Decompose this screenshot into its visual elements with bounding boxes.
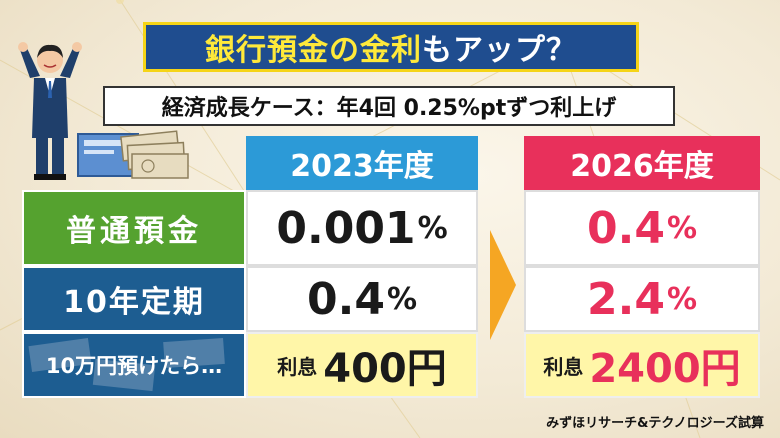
header-2026: 2026年度 <box>524 136 760 190</box>
value-2026-time-deposit: 2.4% <box>524 266 760 332</box>
subtitle: 経済成長ケース：年4回 0.25%ptずつ利上げ <box>161 96 617 121</box>
value-2023-ordinary: 0.001% <box>246 190 478 266</box>
value-2026-interest: 利息 2400円 <box>524 332 760 398</box>
header-2023: 2023年度 <box>246 136 478 190</box>
businessman-illustration <box>18 42 189 180</box>
title-banner: 銀行預金の金利もアップ？ <box>143 22 639 72</box>
value-2023-interest: 利息 400円 <box>246 332 478 398</box>
subtitle-banner: 経済成長ケース：年4回 0.25%ptずつ利上げ <box>103 86 675 126</box>
label-10yr-time-deposit: 10年定期 <box>22 266 246 332</box>
value-2026-ordinary: 0.4% <box>524 190 760 266</box>
value-2023-time-deposit: 0.4% <box>246 266 478 332</box>
label-deposit-100k: 10万円預けたら… <box>22 332 246 398</box>
right-arrow-icon <box>490 230 516 340</box>
page-title: 銀行預金の金利もアップ？ <box>205 33 577 68</box>
source-note: みずほリサーチ&テクノロジーズ試算 <box>546 416 764 431</box>
businessman-icon <box>18 42 82 180</box>
banknotes-icon <box>120 130 189 179</box>
banknotes-icon <box>28 337 225 392</box>
label-ordinary-deposit: 普通預金 <box>22 190 246 266</box>
